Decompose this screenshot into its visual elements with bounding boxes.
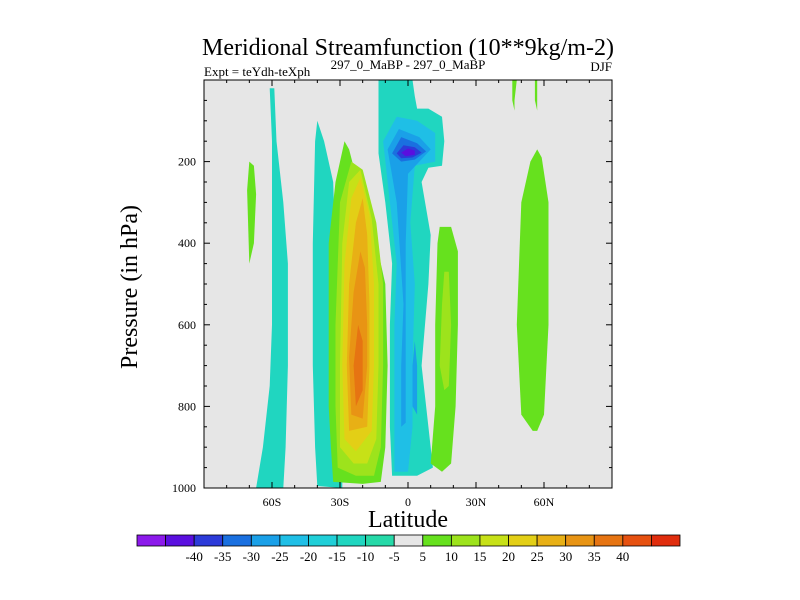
colorbar-swatch xyxy=(393,534,424,547)
colorbar-label: -40 xyxy=(186,549,203,564)
contour-green-band-south-small xyxy=(247,161,257,264)
colorbar-swatch xyxy=(422,534,452,547)
contour-cyan-band-far-south xyxy=(256,88,288,488)
colorbar-swatch xyxy=(593,534,624,547)
colorbar-swatch xyxy=(193,534,224,547)
contour-green-sliver-north-top-2 xyxy=(534,80,538,111)
colorbar-labels: -40 -35 -30 -25 -20 -15 -10 -5 5 10 15 20 25 30 35 40 xyxy=(186,549,630,564)
colorbar-swatch xyxy=(508,534,538,547)
chart-subtitle-left: Expt = teYdh-teXph xyxy=(204,64,311,79)
contour-green-band-far-north xyxy=(516,149,549,431)
chart-subtitle-center: 297_0_MaBP - 297_0_MaBP xyxy=(331,57,486,72)
colorbar-swatch xyxy=(450,534,481,547)
contour-sky-blue-equatorial xyxy=(383,116,436,472)
colorbar-label: -5 xyxy=(389,549,400,564)
contour-yellow-green-equatorial-north xyxy=(439,271,452,391)
colorbar-swatch xyxy=(622,534,652,547)
colorbar-swatch xyxy=(308,534,338,547)
colorbar-label: 25 xyxy=(531,549,544,564)
colorbar-swatch xyxy=(651,534,681,547)
contour-fills xyxy=(247,80,549,488)
colorbar xyxy=(136,534,681,547)
x-tick-label: 60N xyxy=(534,495,555,509)
y-tick-label: 600 xyxy=(178,318,196,332)
colorbar-label: -30 xyxy=(243,549,260,564)
colorbar-label: -10 xyxy=(357,549,374,564)
x-tick-label: 30S xyxy=(331,495,350,509)
x-tick-label: 30N xyxy=(466,495,487,509)
colorbar-label: 20 xyxy=(502,549,515,564)
y-tick-label: 200 xyxy=(178,155,196,169)
y-tick-label: 1000 xyxy=(172,481,196,495)
contour-blue-streak-lower xyxy=(412,341,418,415)
colorbar-swatch xyxy=(565,534,595,547)
colorbar-swatch xyxy=(336,534,367,547)
colorbar-label: -15 xyxy=(328,549,345,564)
x-axis-label: Latitude xyxy=(368,507,448,533)
colorbar-swatch xyxy=(365,534,395,547)
chart-title: Meridional Streamfunction (10**9kg/m-2) xyxy=(202,35,614,61)
colorbar-swatch xyxy=(279,534,309,547)
colorbar-swatch xyxy=(479,534,509,547)
y-tick-label: 400 xyxy=(178,236,196,250)
colorbar-label: 5 xyxy=(420,549,427,564)
colorbar-swatch xyxy=(222,534,252,547)
colorbar-swatch xyxy=(165,534,195,547)
colorbar-label: 30 xyxy=(559,549,572,564)
y-axis-ticks: 200 400 600 800 1000 xyxy=(172,79,612,495)
colorbar-label: 10 xyxy=(445,549,458,564)
y-axis-label: Pressure (in hPa) xyxy=(117,205,143,369)
contour-red-orange-core-south xyxy=(353,324,363,407)
colorbar-swatch xyxy=(536,534,567,547)
colorbar-label: 40 xyxy=(616,549,629,564)
y-tick-label: 800 xyxy=(178,399,196,413)
colorbar-label: 35 xyxy=(588,549,601,564)
colorbar-swatch xyxy=(250,534,281,547)
chart-subtitle-right: DJF xyxy=(590,59,612,74)
colorbar-label: 15 xyxy=(473,549,486,564)
colorbar-label: -20 xyxy=(300,549,317,564)
x-axis-ticks: 60S 30S 0 30N 60N xyxy=(203,80,613,509)
x-tick-label: 0 xyxy=(405,495,411,509)
contour-blue-upper-equatorial xyxy=(387,129,431,427)
contour-blue-core-upper-inner xyxy=(401,148,415,157)
colorbar-label: -25 xyxy=(271,549,288,564)
colorbar-label: -35 xyxy=(214,549,231,564)
colorbar-swatch xyxy=(136,534,166,547)
contour-green-sliver-north-top xyxy=(512,80,517,111)
x-tick-label: 60S xyxy=(263,495,282,509)
